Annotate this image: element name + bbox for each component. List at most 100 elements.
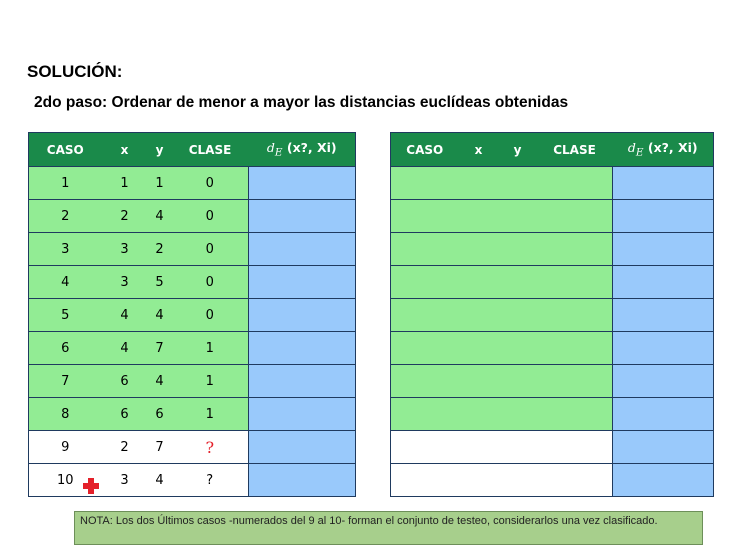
table-row (390, 298, 714, 332)
cell-distance[interactable] (248, 298, 356, 332)
cell-distance[interactable] (248, 364, 356, 398)
table-row (390, 232, 714, 266)
cell-case-data[interactable] (390, 199, 613, 233)
cell-x: 2 (101, 430, 148, 464)
table-row (390, 331, 714, 365)
cell-y: 4 (147, 298, 172, 332)
table-row (390, 265, 714, 299)
cell-case-data[interactable] (390, 331, 613, 365)
header-x: x (101, 132, 148, 167)
cell-distance[interactable] (612, 463, 714, 497)
cell-x: 2 (101, 199, 148, 233)
page-subtitle: 2do paso: Ordenar de menor a mayor las d… (34, 94, 569, 111)
cell-x: 4 (101, 331, 148, 365)
cell-distance[interactable] (612, 298, 714, 332)
cell-distance[interactable] (612, 232, 714, 266)
cell-caso: 8 (28, 397, 102, 431)
cell-caso: 2 (28, 199, 102, 233)
header-caso: CASO (390, 132, 459, 167)
cell-distance[interactable] (612, 364, 714, 398)
table-header-row: CASO x y CLASE dE (x?, Xi) (390, 132, 714, 167)
note-box: NOTA: Los dos Últimos casos -numerados d… (74, 511, 703, 545)
cell-distance[interactable] (612, 265, 714, 299)
table-row: 10 3 4? (28, 463, 356, 497)
page-title: SOLUCIÓN: (27, 62, 123, 81)
cell-caso: 7 (28, 364, 102, 398)
cell-x: 3 (101, 232, 148, 266)
cell-y: 4 (147, 364, 172, 398)
cell-distance[interactable] (612, 166, 714, 200)
cell-x: 3 (101, 463, 148, 497)
cell-y: 1 (147, 166, 172, 200)
distance-symbol: d (627, 140, 636, 156)
distance-args: (x?, Xi) (643, 140, 698, 156)
cell-distance[interactable] (612, 331, 714, 365)
right-sorted-table: CASO x y CLASE dE (x?, Xi) (390, 132, 714, 497)
table-row: 9 2 7? (28, 430, 356, 464)
table-row (390, 397, 714, 431)
cell-distance[interactable] (248, 166, 356, 200)
table-header-row: CASO x y CLASE dE (x?, Xi) (28, 132, 356, 167)
cell-distance[interactable] (612, 430, 714, 464)
cell-case-data[interactable] (390, 298, 613, 332)
cell-y: 2 (147, 232, 172, 266)
table-row (390, 463, 714, 497)
cell-clase: 0 (171, 232, 249, 266)
header-y: y (498, 132, 537, 167)
red-plus-cursor-icon (83, 478, 99, 494)
header-distance: dE (x?, Xi) (612, 132, 714, 167)
cell-case-data[interactable] (390, 430, 613, 464)
cell-case-data[interactable] (390, 397, 613, 431)
distance-symbol: d (266, 140, 275, 156)
cell-x: 1 (101, 166, 148, 200)
cell-clase: 0 (171, 166, 249, 200)
cell-distance[interactable] (612, 199, 714, 233)
cell-caso: 6 (28, 331, 102, 365)
header-distance: dE (x?, Xi) (248, 132, 356, 167)
cell-y: 4 (147, 463, 172, 497)
cell-case-data[interactable] (390, 463, 613, 497)
distance-subscript: E (274, 146, 283, 159)
cell-y: 6 (147, 397, 172, 431)
cell-distance[interactable] (248, 232, 356, 266)
cell-clase: 0 (171, 199, 249, 233)
table-row (390, 430, 714, 464)
cell-clase: 1 (171, 397, 249, 431)
cell-distance[interactable] (248, 463, 356, 497)
table-row (390, 364, 714, 398)
cell-y: 4 (147, 199, 172, 233)
cell-caso: 4 (28, 265, 102, 299)
cell-clase: 0 (171, 265, 249, 299)
distance-args: (x?, Xi) (282, 140, 337, 156)
header-caso: CASO (28, 132, 102, 167)
cell-caso: 3 (28, 232, 102, 266)
cell-case-data[interactable] (390, 364, 613, 398)
cell-case-data[interactable] (390, 265, 613, 299)
cell-distance[interactable] (248, 397, 356, 431)
header-y: y (147, 132, 172, 167)
cell-case-data[interactable] (390, 232, 613, 266)
cell-distance[interactable] (612, 397, 714, 431)
cell-x: 3 (101, 265, 148, 299)
cell-distance[interactable] (248, 331, 356, 365)
cell-caso: 9 (28, 430, 102, 464)
cell-distance[interactable] (248, 199, 356, 233)
cell-caso: 1 (28, 166, 102, 200)
cell-clase: 0 (171, 298, 249, 332)
cell-x: 4 (101, 298, 148, 332)
cell-distance[interactable] (248, 265, 356, 299)
cell-distance[interactable] (248, 430, 356, 464)
cell-clase: ? (171, 463, 249, 497)
table-row (390, 199, 714, 233)
cell-case-data[interactable] (390, 166, 613, 200)
cell-y: 7 (147, 331, 172, 365)
cell-y: 7 (147, 430, 172, 464)
